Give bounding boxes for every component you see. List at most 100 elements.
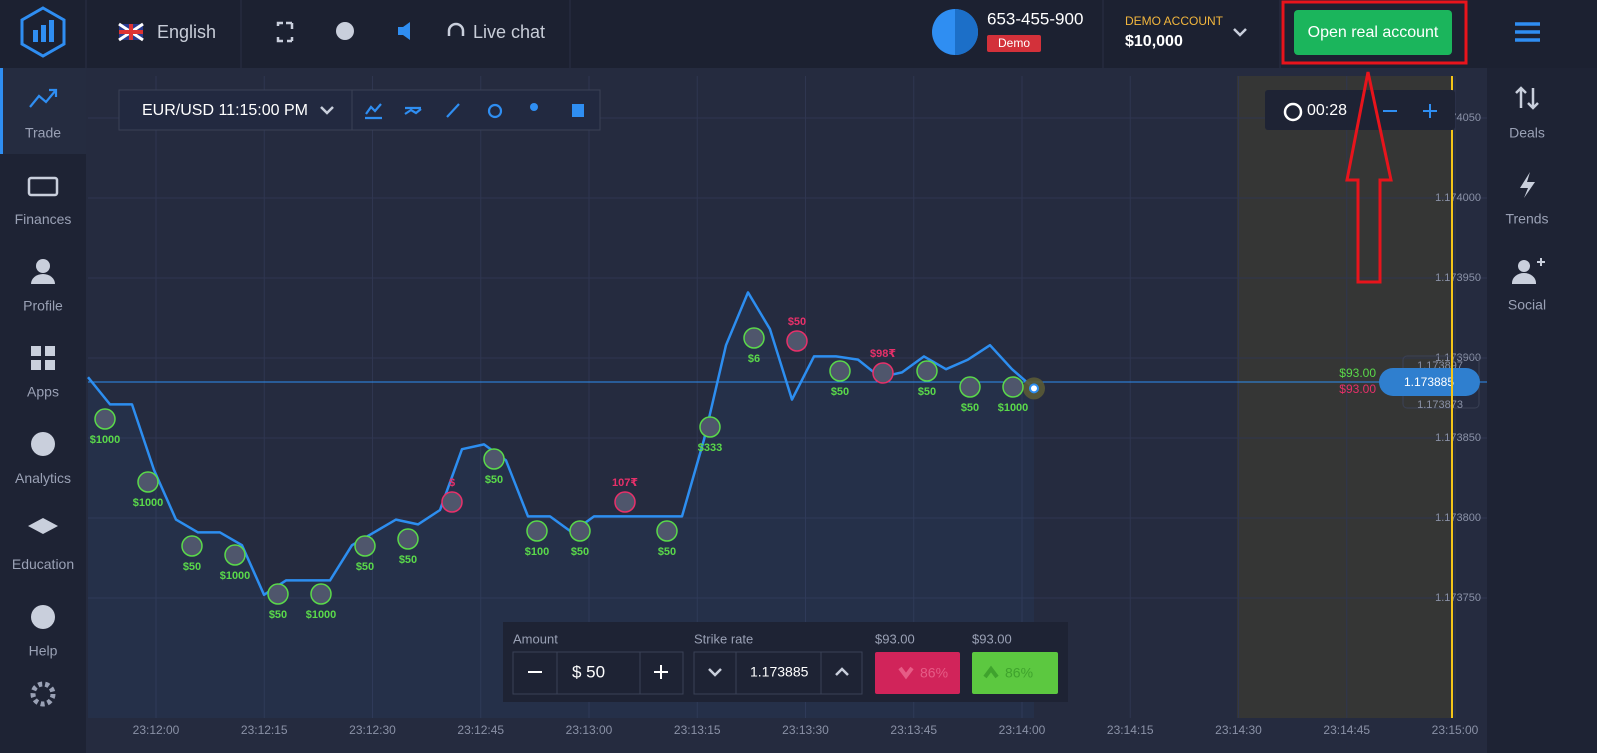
y-tick-label: 1.173750 — [1435, 592, 1481, 604]
current-price-tag — [1379, 368, 1480, 396]
finances-icon — [27, 176, 59, 197]
y-tick-label: 1.173800 — [1435, 512, 1481, 524]
trade-avatar[interactable] — [354, 535, 376, 557]
language[interactable]: English — [157, 22, 216, 42]
trade-avatar[interactable] — [94, 408, 116, 430]
active-indicator — [0, 68, 3, 154]
account-type[interactable]: DEMO ACCOUNT — [1125, 14, 1224, 28]
open-real-account-button[interactable] — [1294, 10, 1452, 55]
draw-icon[interactable] — [446, 103, 460, 118]
trade-avatar[interactable] — [181, 535, 203, 557]
x-tick-label: 23:14:00 — [999, 723, 1046, 737]
nav-item[interactable]: Help — [29, 643, 58, 659]
layout-icon[interactable] — [572, 104, 584, 117]
trade-amount: 107₹ — [612, 477, 638, 489]
down-button[interactable] — [875, 652, 960, 694]
trade-avatar[interactable] — [699, 416, 721, 438]
down-arrow — [898, 666, 914, 680]
account-chevron[interactable] — [1233, 28, 1247, 37]
nav-item[interactable]: Education — [12, 556, 74, 572]
open-real-account-label[interactable]: Open real account — [1308, 24, 1439, 41]
trade-amount: $50 — [658, 546, 676, 558]
help-icon[interactable] — [336, 22, 354, 40]
sound-icon[interactable] — [398, 22, 410, 40]
trade-avatar[interactable] — [743, 327, 765, 349]
trade-avatar[interactable] — [397, 528, 419, 550]
x-tick-label: 23:12:15 — [241, 723, 288, 737]
strike-box — [693, 651, 863, 695]
trade-avatar[interactable] — [872, 362, 894, 384]
up-button[interactable] — [972, 652, 1058, 694]
logo[interactable] — [20, 6, 66, 58]
up-percent[interactable]: 86% — [1005, 665, 1033, 681]
chart-type-icon[interactable] — [365, 103, 382, 120]
up-payout: $93.00 — [972, 631, 1012, 646]
right-sidebar — [1487, 68, 1597, 753]
price-endpoint-dot — [1029, 383, 1039, 394]
trade-avatar[interactable] — [614, 491, 636, 513]
indicators-icon[interactable] — [404, 106, 422, 115]
trade-avatar[interactable] — [137, 471, 159, 493]
trade-amount: $50 — [485, 474, 503, 486]
logo-bar — [41, 25, 46, 42]
trade-avatar[interactable] — [569, 520, 591, 542]
strike-down[interactable] — [708, 668, 722, 677]
trade-avatar[interactable] — [224, 544, 246, 566]
strike-input[interactable]: 1.173885 — [750, 664, 809, 680]
nav-item[interactable]: Trends — [1505, 211, 1548, 227]
nav-item[interactable]: Deals — [1509, 125, 1545, 141]
nav-item[interactable]: Social — [1508, 297, 1546, 313]
payout-up: $93.00 — [1339, 366, 1376, 380]
trade-avatar[interactable] — [786, 330, 808, 352]
y-tick-label: 1.174000 — [1435, 192, 1481, 204]
balance[interactable]: $10,000 — [1125, 33, 1183, 50]
nav-item[interactable]: Finances — [15, 211, 72, 227]
trade-avatar[interactable] — [483, 448, 505, 470]
x-tick-label: 23:14:15 — [1107, 723, 1154, 737]
crosshair-icon[interactable] — [487, 103, 503, 119]
trade-amount: $1000 — [220, 570, 251, 582]
settings-icon[interactable] — [30, 681, 56, 707]
trade-amount: $50 — [961, 402, 979, 414]
trade-avatar[interactable] — [1002, 376, 1024, 398]
y-tick-label: 1.173850 — [1435, 432, 1481, 444]
x-tick-label: 23:12:45 — [457, 723, 504, 737]
live-chat[interactable]: Live chat — [473, 22, 545, 42]
demo-badge — [987, 35, 1041, 52]
nav-item[interactable]: Profile — [23, 297, 63, 313]
profile-icon — [36, 259, 50, 273]
trade-avatar[interactable] — [441, 491, 463, 513]
trade-avatar[interactable] — [310, 583, 332, 605]
timer-icon — [1283, 102, 1303, 122]
timer-plus[interactable] — [1423, 104, 1437, 118]
trade-avatar[interactable] — [959, 376, 981, 398]
education-icon — [28, 518, 58, 534]
trade-avatar[interactable] — [829, 360, 851, 382]
menu-icon[interactable] — [1515, 22, 1540, 42]
nav-item[interactable]: Apps — [27, 384, 59, 400]
nav-item[interactable]: Trade — [25, 125, 61, 141]
demo-badge-label: Demo — [998, 36, 1030, 50]
strike-up[interactable] — [835, 667, 849, 676]
trade-avatar[interactable] — [916, 360, 938, 382]
trade-amount: $1000 — [306, 609, 337, 621]
social-trading-icon[interactable] — [530, 103, 538, 111]
trade-amount: $6 — [748, 353, 760, 365]
trade-amount: $1000 — [133, 497, 164, 509]
trade-amount: $50 — [788, 316, 806, 328]
asset-selector[interactable]: EUR/USD 11:15:00 PM — [142, 102, 308, 119]
trade-avatar[interactable] — [656, 520, 678, 542]
amount-plus[interactable] — [654, 665, 668, 679]
x-tick-label: 23:15:00 — [1432, 723, 1479, 737]
nav-item[interactable]: Analytics — [15, 470, 71, 486]
trade-avatar[interactable] — [526, 520, 548, 542]
fullscreen-icon[interactable] — [276, 21, 294, 43]
logo-bar — [33, 30, 38, 42]
up-arrow — [983, 665, 999, 679]
amount-input[interactable]: $ 50 — [572, 662, 605, 681]
asset-chevron[interactable] — [320, 106, 334, 115]
trade-amount: $50 — [356, 561, 374, 573]
down-percent[interactable]: 86% — [920, 665, 948, 681]
trade-avatar[interactable] — [267, 583, 289, 605]
